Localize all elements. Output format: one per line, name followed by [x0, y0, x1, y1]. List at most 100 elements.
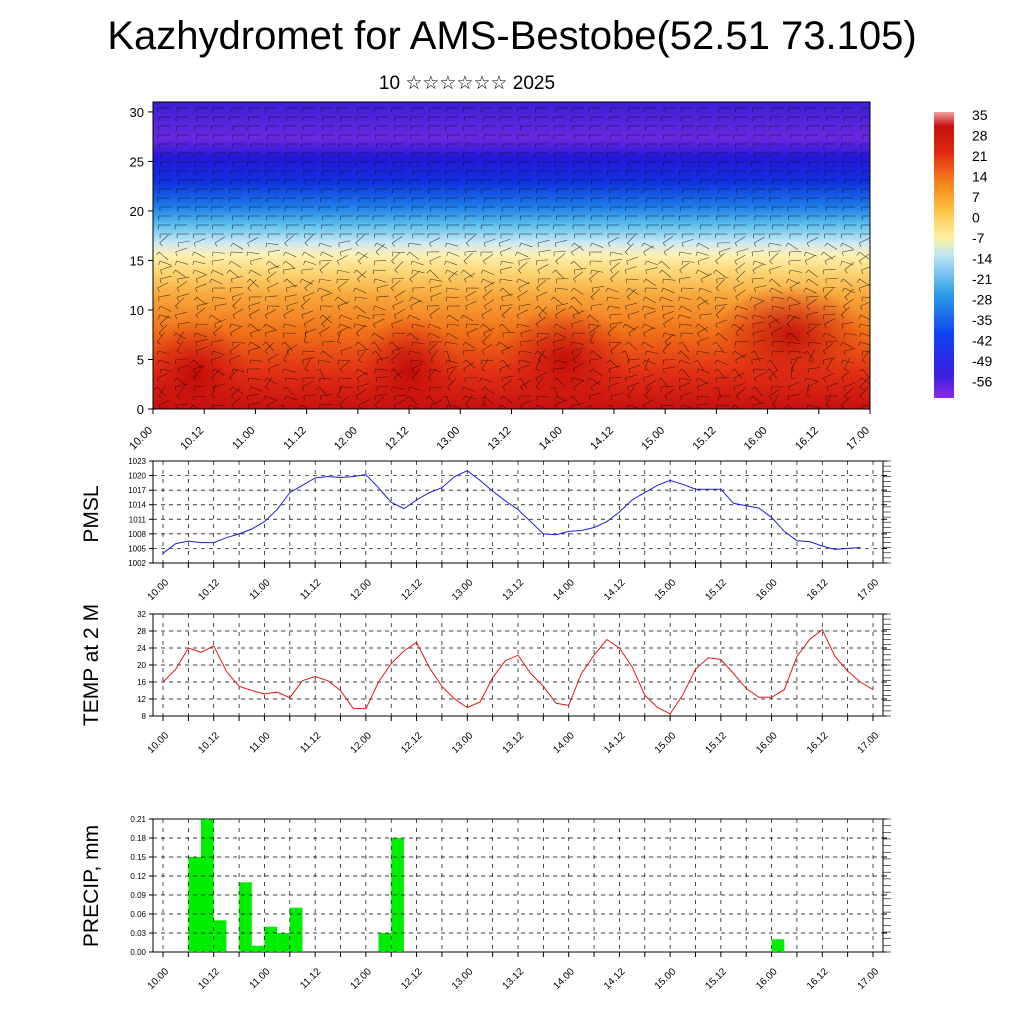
- wind-barb: [807, 381, 819, 388]
- wind-barb: [337, 327, 349, 334]
- wind-barb: [627, 404, 640, 409]
- wind-barb-flag: [299, 278, 303, 283]
- wind-barb: [193, 365, 206, 370]
- wind-barb-flag: [159, 242, 163, 247]
- wind-barb: [680, 350, 690, 360]
- wind-barb-flag: [785, 242, 789, 247]
- wind-barb-flag: [519, 242, 522, 248]
- wind-barb-flag: [589, 368, 593, 373]
- wind-barb-flag: [499, 368, 502, 374]
- wind-barb-flag: [554, 287, 557, 293]
- wind-barb-flag: [627, 296, 631, 301]
- wind-barb-flag: [859, 260, 862, 265]
- precip-xtick-label: 16.00: [754, 966, 780, 992]
- wind-barb: [157, 332, 165, 343]
- wind-barb: [302, 350, 315, 352]
- wind-barb: [213, 368, 225, 376]
- wind-barb: [824, 332, 836, 339]
- heat-xtick-label: 17.00: [844, 425, 872, 453]
- wind-barb-flag: [482, 341, 486, 346]
- wind-barb: [643, 327, 655, 334]
- wind-barb: [825, 277, 838, 280]
- wind-barb-flag: [520, 332, 523, 338]
- wind-barb: [481, 359, 494, 361]
- wind-barb-flag: [483, 305, 487, 310]
- wind-barb-flag: [843, 386, 846, 392]
- wind-barb-flag: [357, 314, 359, 320]
- wind-barb-flag: [861, 359, 866, 363]
- precip-bar: [239, 882, 252, 952]
- wind-barb: [356, 269, 366, 278]
- wind-barb: [555, 253, 566, 262]
- wind-barb-flag: [858, 341, 860, 347]
- wind-barb: [790, 356, 803, 361]
- wind-barb: [772, 340, 785, 343]
- wind-barb-flag: [316, 386, 320, 391]
- wind-barb: [699, 296, 709, 305]
- wind-barb: [319, 326, 330, 334]
- wind-barb: [337, 269, 350, 274]
- wind-barb-flag: [211, 368, 215, 373]
- wind-barb: [716, 359, 728, 366]
- wind-barb-flag: [768, 323, 772, 328]
- wind-barb-flag: [480, 278, 484, 283]
- wind-barb-flag: [752, 314, 754, 320]
- wind-barb-flag: [606, 404, 611, 407]
- wind-barb: [733, 281, 745, 289]
- wind-barb: [412, 323, 425, 328]
- wind-barb: [158, 399, 170, 406]
- pmsl-xtick-label: 14.12: [602, 577, 628, 603]
- wind-barb: [590, 380, 602, 388]
- pmsl-ytick-label: 1011: [129, 515, 147, 524]
- wind-barb: [463, 269, 474, 278]
- wind-barb: [465, 291, 477, 298]
- wind-barb-flag: [229, 359, 232, 364]
- wind-barb: [642, 399, 654, 406]
- wind-barb-flag: [644, 314, 646, 320]
- wind-barb-flag: [552, 350, 555, 356]
- wind-barb: [823, 268, 836, 271]
- wind-barb-flag: [247, 377, 249, 383]
- wind-barb-flag: [644, 368, 649, 371]
- wind-barb: [409, 386, 422, 391]
- wind-barb: [429, 386, 442, 389]
- wind-barb-flag: [771, 305, 774, 311]
- wind-barb-flag: [231, 296, 234, 302]
- wind-barb: [859, 341, 870, 346]
- wind-barb: [446, 296, 459, 298]
- wind-barb: [679, 314, 691, 319]
- wind-barb-flag: [158, 305, 161, 310]
- wind-barb-flag: [844, 368, 849, 372]
- wind-barb: [501, 307, 512, 316]
- wind-barb-flag: [698, 287, 701, 293]
- wind-barb-flag: [661, 287, 664, 292]
- wind-barb: [644, 359, 657, 365]
- wind-barb-flag: [316, 368, 321, 371]
- wind-barb-flag: [771, 332, 774, 337]
- wind-barb: [537, 239, 550, 244]
- wind-barb-flag: [283, 251, 286, 256]
- wind-barb: [196, 274, 208, 280]
- wind-barb-flag: [772, 404, 777, 408]
- wind-barb-flag: [479, 377, 482, 383]
- wind-barb-flag: [408, 350, 410, 356]
- wind-barb: [412, 260, 424, 266]
- wind-barb-flag: [355, 368, 359, 373]
- wind-barb: [823, 357, 835, 361]
- wind-barb: [679, 251, 692, 255]
- wind-barb: [391, 252, 401, 262]
- precip-ytick-label: 0.00: [130, 948, 146, 957]
- wind-barb-flag: [460, 314, 464, 319]
- wind-barb: [232, 368, 245, 373]
- colorbar-label: -7: [972, 230, 985, 246]
- precip-xtick-label: 15.12: [704, 966, 730, 992]
- wind-barb: [554, 386, 559, 399]
- precip-bar: [251, 945, 265, 952]
- wind-barb-flag: [555, 305, 558, 311]
- wind-barb: [842, 359, 855, 364]
- wind-barb-flag: [319, 269, 323, 274]
- wind-barb: [430, 368, 442, 373]
- wind-barb: [393, 368, 402, 379]
- precip-xtick-label: 16.12: [805, 966, 831, 992]
- wind-barb: [250, 386, 263, 392]
